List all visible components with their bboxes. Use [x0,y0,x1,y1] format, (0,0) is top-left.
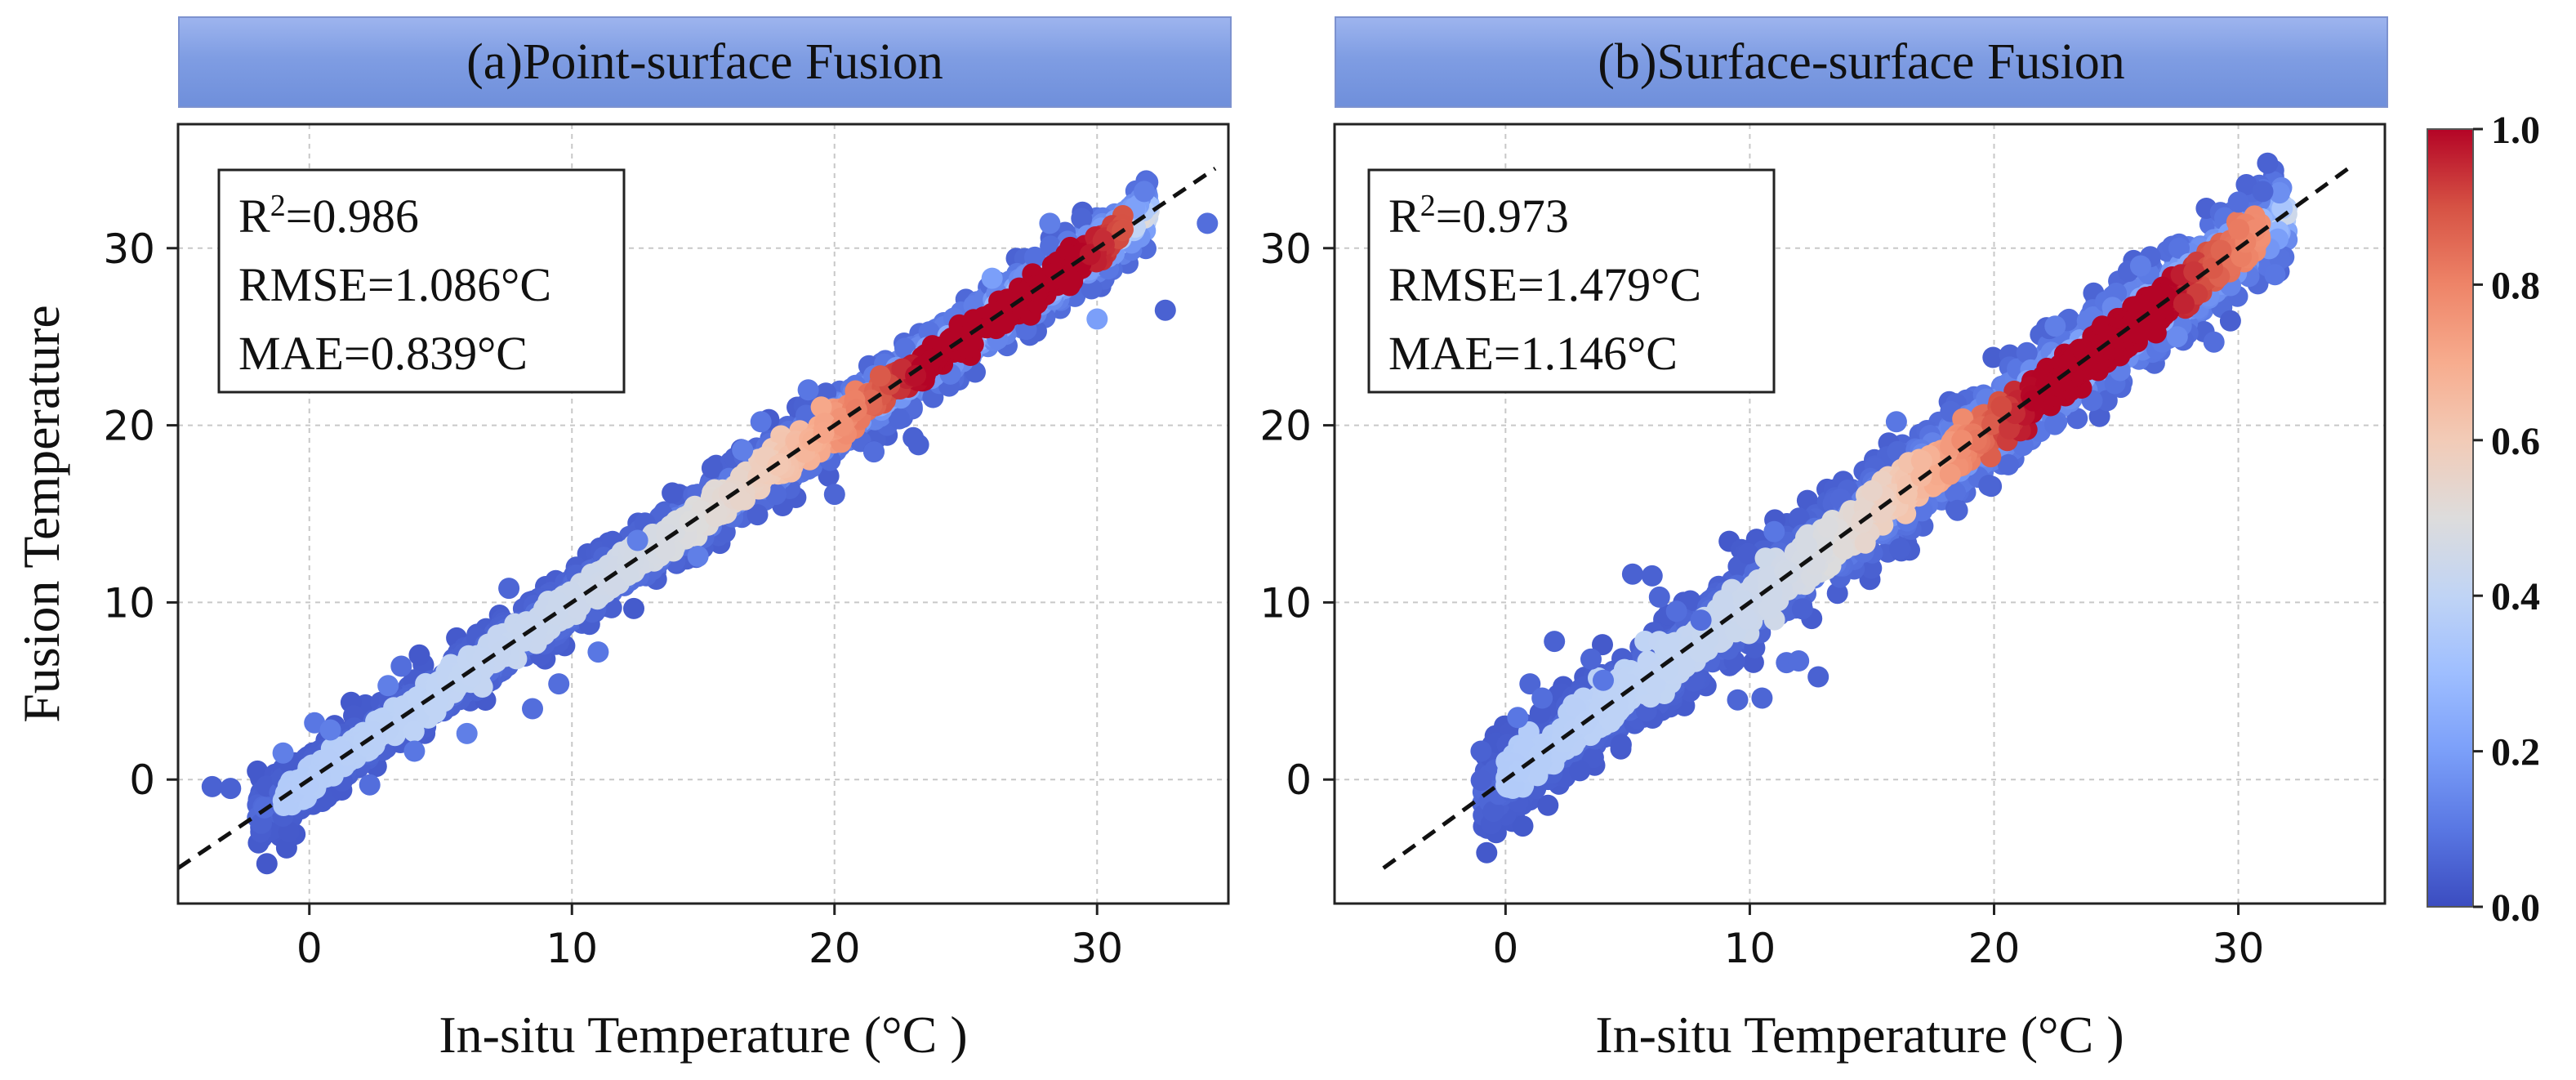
panel-a-density-point [1062,270,1084,292]
panel-a-density-point [403,721,425,743]
panel-a-xtick-label: 20 [809,925,861,972]
panel-a-title: (a)Point-surface Fusion [466,33,943,90]
panel-a-density-point [623,597,644,619]
panel-a-scatter-point [548,673,570,695]
panel-a-scatter-point [1086,308,1108,330]
panel-a-scatter-point [626,529,648,551]
panel-a-title-banner: (a)Point-surface Fusion [178,16,1232,108]
panel-b-density-point [1592,634,1613,656]
panel-a-scatter-point [456,722,478,744]
panel-a-ytick-label: 10 [103,579,155,627]
panel-a-scatter-point [797,379,819,401]
panel-a-scatter-point [907,434,929,456]
panel-a-scatter-point [863,441,885,463]
panel-a-scatter-point [403,740,426,762]
panel-a-scatter-point [823,484,845,506]
panel-a-scatter-point [750,411,772,433]
panel-a-scatter-point [1154,299,1176,321]
panel-a-density-point [472,647,494,669]
panel-a-scatter-point [201,775,223,797]
panel-a-density-point [1024,246,1045,268]
panel-a-stats-mae: MAE=0.839°C [238,327,528,380]
panel-a-ylabel: Fusion Temperature [12,305,70,723]
panel-a-scatter-point [390,655,412,677]
panel-b-title-banner: (b)Surface-surface Fusion [1335,16,2388,108]
panel-a-ytick-label: 0 [129,756,155,804]
panel-a-xtick-label: 30 [1071,925,1123,972]
panel-a-density-point [604,574,625,596]
panel-b-scatter [1470,152,2298,864]
panel-a-density-point [701,457,723,479]
panel-a-stats-rmse: RMSE=1.086°C [238,258,551,311]
panel-a-stats-box [217,168,626,394]
panel-a-scatter-point [687,546,709,567]
panel-a-density-point [747,504,769,526]
panel-a-xlabel: In-situ Temperature (°C ) [439,1006,967,1064]
panel-a-scatter-point [587,641,609,663]
panel-a-density-point [1045,261,1067,283]
panel-a-scatter-point [522,698,543,720]
panel-b-density-point [2066,408,2088,430]
panel-a-density-point [256,853,278,875]
panel-a-density-point [975,317,997,339]
panel-b-title: (b)Surface-surface Fusion [1598,33,2125,90]
panel-a-density-point [654,538,676,560]
panel-a-density-point [662,482,684,504]
panel-a-density-point [423,688,445,710]
panel-a-ytick-label: 20 [103,403,155,450]
panel-a-scatter-point [1197,212,1219,234]
panel-a-scatter-point [220,778,242,800]
panel-a-density-point [831,414,853,436]
panel-a-stats-r2: R2=0.986 [238,189,419,243]
panel-a-reference-line [176,167,1217,870]
panel-a-density-point [818,465,840,487]
panel-a-density-point [318,748,340,770]
panel-b-density-point [1982,346,2004,368]
panel-b-density-point [1826,582,1848,605]
panel-a-xtick-label: 0 [296,925,323,972]
panel-b-density-point [1512,815,1534,837]
panel-a-scatter-point [377,675,399,697]
panel-a-density-point [905,364,927,386]
panel-a-density-point [460,665,482,687]
panel-a-density-point [810,396,832,418]
panel-b-density-point [1861,557,1883,579]
panel-a-density-point [894,337,916,359]
panel-a-scatter-point [498,578,520,600]
panel-a-ytick-label: 30 [103,225,155,273]
panel-a-density-point [869,365,891,387]
panel-a-density-point [296,774,319,797]
panel-a-density-point [942,330,964,352]
panel-a-scatter-point [981,267,1003,289]
panel-a-density-point [1071,208,1093,230]
panel-a-scatter-point [732,439,754,461]
panel-a-density-point [408,644,430,666]
panel-a-xtick-label: 10 [546,925,598,972]
panel-a-density-point [275,837,297,859]
panel-a-frame [176,123,1230,905]
panel-a-scatter-point [1039,212,1061,234]
panel-a-scatter-point [359,774,381,796]
panel-a-scatter-point [319,719,341,741]
panel-a-density-point [889,408,910,430]
panel-a-scatter-point [272,742,294,764]
panel-a-density-point [656,523,677,545]
panel-a-scatter-point [1134,181,1156,203]
panel-b-density-point [1537,794,1559,816]
